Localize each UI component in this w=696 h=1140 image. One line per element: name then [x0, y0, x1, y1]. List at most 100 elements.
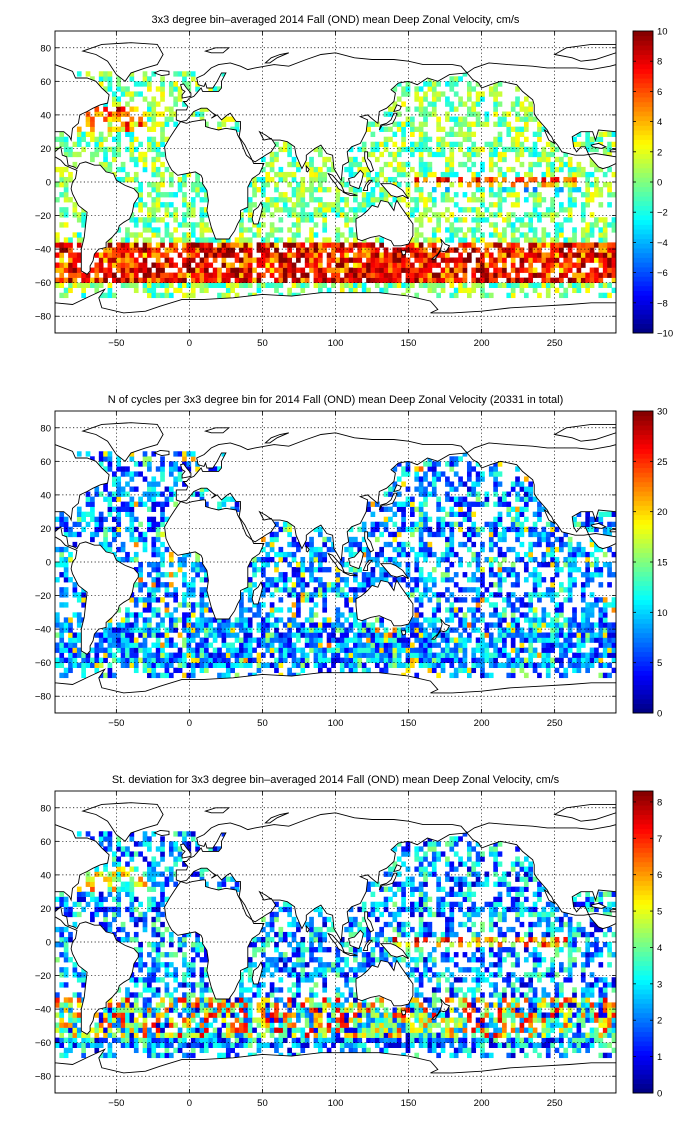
heatmap-cell [550, 642, 555, 648]
heatmap-cell [190, 622, 196, 628]
colorbar-segment [633, 281, 653, 287]
heatmap-cell [221, 71, 227, 77]
heatmap-cell [98, 647, 104, 653]
heatmap-cell [484, 247, 490, 253]
heatmap-cell [383, 257, 389, 263]
heatmap-cell [462, 131, 468, 137]
heatmap-cell [217, 86, 222, 92]
heatmap-cell [116, 227, 122, 233]
heatmap-cell [348, 536, 354, 543]
heatmap-cell [317, 562, 323, 568]
heatmap-cell [317, 551, 323, 558]
heatmap-cell [182, 202, 187, 208]
heatmap-cell [225, 657, 231, 663]
heatmap-cell [107, 287, 113, 294]
heatmap-cell [374, 176, 380, 183]
heatmap-cell [147, 491, 152, 497]
heatmap-cell [493, 501, 498, 507]
heatmap-cell [449, 612, 455, 618]
heatmap-cell [296, 252, 301, 258]
heatmap-cell [497, 461, 503, 467]
heatmap-cell [423, 627, 428, 633]
heatmap-cell [392, 197, 398, 203]
heatmap-cell [554, 567, 560, 573]
heatmap-cell [142, 252, 148, 258]
heatmap-cell [510, 567, 516, 573]
heatmap-cell [322, 627, 328, 633]
heatmap-cell [221, 121, 227, 127]
heatmap-cell [103, 451, 108, 457]
heatmap-cell [607, 202, 612, 208]
heatmap-cell [528, 257, 534, 263]
coastline [251, 200, 263, 225]
heatmap-cell [107, 642, 113, 648]
heatmap-cell [392, 577, 398, 583]
heatmap-cell [151, 287, 157, 294]
heatmap-cell [247, 617, 253, 623]
heatmap-cell [199, 647, 205, 653]
heatmap-cell [133, 247, 139, 253]
heatmap-cell [208, 657, 214, 663]
heatmap-cell [414, 506, 420, 512]
heatmap-cell [256, 227, 262, 233]
heatmap-cell [326, 637, 332, 643]
heatmap-cell [418, 136, 424, 143]
heatmap-cell [572, 187, 577, 193]
heatmap-cell [497, 247, 503, 253]
heatmap-cell [147, 136, 152, 143]
heatmap-cell [401, 121, 406, 127]
heatmap-cell [160, 511, 165, 517]
heatmap-cell [278, 277, 284, 283]
heatmap-cell [182, 171, 187, 178]
heatmap-cell [204, 227, 209, 233]
heatmap-cell [449, 521, 455, 528]
heatmap-cell [414, 466, 420, 472]
heatmap-cell [567, 202, 573, 208]
heatmap-cell [291, 212, 297, 218]
heatmap-cell [523, 292, 529, 299]
heatmap-cell [199, 577, 205, 583]
heatmap-cell [160, 121, 165, 127]
heatmap-cell [383, 282, 389, 288]
heatmap-cell [94, 652, 100, 658]
heatmap-cell [147, 86, 152, 92]
heatmap-cell [173, 451, 179, 457]
heatmap-cell [339, 257, 345, 263]
heatmap-cell [317, 202, 323, 208]
heatmap-cell [567, 192, 573, 198]
heatmap-cell [414, 232, 420, 238]
heatmap-cell [63, 567, 69, 573]
heatmap-cell [160, 267, 165, 273]
heatmap-cell [493, 136, 498, 143]
heatmap-cell [436, 556, 441, 563]
heatmap-cell [274, 182, 279, 188]
heatmap-cell [493, 637, 498, 643]
heatmap-cell [300, 587, 306, 593]
heatmap-cell [72, 582, 78, 588]
heatmap-cell [304, 187, 310, 193]
heatmap-cell [519, 287, 525, 294]
heatmap-cell [431, 106, 437, 112]
heatmap-cell [458, 456, 463, 462]
heatmap-cell [129, 531, 135, 538]
heatmap-cell [445, 632, 450, 638]
heatmap-cell [510, 622, 516, 628]
heatmap-cell [164, 627, 170, 633]
heatmap-cell [160, 501, 165, 507]
heatmap-cell [274, 197, 279, 203]
heatmap-cell [589, 252, 595, 258]
heatmap-cell [537, 197, 542, 203]
heatmap-cell [423, 111, 428, 117]
heatmap-cell [357, 282, 363, 288]
heatmap-cell [361, 262, 367, 268]
heatmap-cell [348, 257, 354, 263]
heatmap-cell [313, 171, 319, 178]
heatmap-cell [256, 567, 262, 573]
heatmap-cell [418, 192, 424, 198]
heatmap-cell [545, 531, 551, 538]
heatmap-cell [506, 166, 512, 173]
colorbar-segment [633, 318, 653, 324]
heatmap-cell [458, 141, 463, 148]
heatmap-cell [133, 81, 139, 87]
heatmap-cell [287, 267, 292, 273]
